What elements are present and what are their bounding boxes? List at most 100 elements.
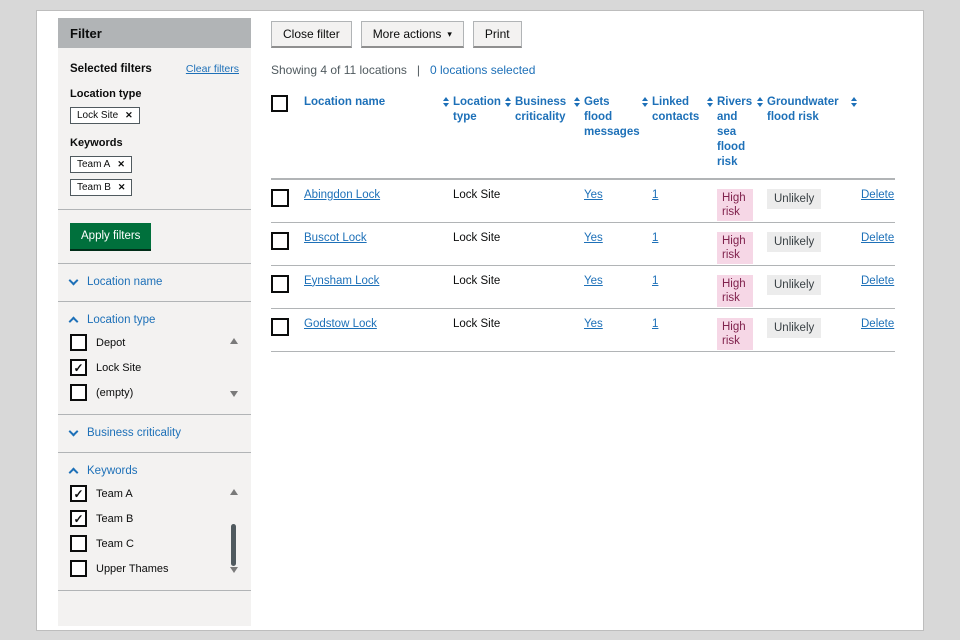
location-name-link[interactable]: Eynsham Lock xyxy=(304,274,380,287)
location-name-link[interactable]: Buscot Lock xyxy=(304,231,367,244)
linked-contacts-link[interactable]: 1 xyxy=(652,231,659,244)
filter-tag[interactable]: Team B ✕ xyxy=(70,179,133,196)
delete-column-header xyxy=(861,95,895,170)
row-checkbox[interactable] xyxy=(271,317,289,336)
filter-option[interactable]: ✓ Team A xyxy=(70,485,223,502)
clear-filters-link[interactable]: Clear filters xyxy=(185,63,239,75)
filter-section-toggle[interactable]: Location name xyxy=(68,275,239,288)
scrollbar[interactable] xyxy=(228,489,239,573)
apply-filters-button[interactable]: Apply filters xyxy=(70,223,152,249)
scrollbar[interactable] xyxy=(228,338,239,397)
option-label: Depot xyxy=(96,336,126,349)
divider xyxy=(58,452,251,453)
filter-section-toggle[interactable]: Location type xyxy=(68,314,239,327)
row-checkbox[interactable] xyxy=(271,231,289,250)
sort-icon[interactable] xyxy=(443,97,449,107)
checkbox[interactable]: ✓ xyxy=(70,359,87,376)
close-filter-button[interactable]: Close filter xyxy=(271,21,352,48)
checkbox[interactable] xyxy=(70,384,87,401)
gets-flood-messages-link[interactable]: Yes xyxy=(584,274,603,287)
remove-icon[interactable]: ✕ xyxy=(117,182,126,192)
selected-filter-group: Keywords Team A ✕ Team B ✕ xyxy=(70,137,239,196)
scroll-up-icon[interactable] xyxy=(229,489,238,495)
checkbox[interactable]: ✓ xyxy=(70,485,87,502)
filter-option[interactable]: ✓ Lock Site xyxy=(70,359,223,376)
sort-icon[interactable] xyxy=(851,97,857,107)
section-options: ✓ Team A ✓ Team B Team C Upper Thames xyxy=(70,485,239,577)
linked-contacts-link[interactable]: 1 xyxy=(652,188,659,201)
sort-icon[interactable] xyxy=(757,97,763,107)
remove-icon[interactable]: ✕ xyxy=(125,110,133,120)
column-header[interactable]: Groundwater flood risk xyxy=(767,95,861,170)
filter-tag[interactable]: Lock Site ✕ xyxy=(70,107,140,124)
divider xyxy=(58,263,251,264)
table-row: Buscot Lock Lock Site Yes 1 High risk Un… xyxy=(271,223,895,266)
scroll-down-icon[interactable] xyxy=(229,391,238,397)
column-header[interactable]: Business criticality xyxy=(515,95,584,170)
column-header-label: Business criticality xyxy=(515,96,567,123)
gets-flood-messages-link[interactable]: Yes xyxy=(584,188,603,201)
location-name-link[interactable]: Abingdon Lock xyxy=(304,188,381,201)
locations-table: Location name Location type Business cri… xyxy=(271,95,895,352)
column-header[interactable]: Linked contacts xyxy=(652,95,717,170)
filter-tag[interactable]: Team A ✕ xyxy=(70,156,132,173)
print-button[interactable]: Print xyxy=(472,21,522,48)
sort-icon[interactable] xyxy=(642,97,648,107)
groundwater-flood-risk-tag: Unlikely xyxy=(767,231,822,253)
option-label: Upper Thames xyxy=(96,562,169,575)
locations-selected-link[interactable]: 0 locations selected xyxy=(430,63,536,77)
gets-flood-messages-link[interactable]: Yes xyxy=(584,231,603,244)
remove-icon[interactable]: ✕ xyxy=(117,159,125,169)
delete-link[interactable]: Delete xyxy=(861,274,895,287)
groundwater-flood-risk-tag: Unlikely xyxy=(767,317,822,339)
delete-link[interactable]: Delete xyxy=(861,231,895,244)
column-header[interactable]: Gets flood messages xyxy=(584,95,652,170)
scrollbar-thumb[interactable] xyxy=(231,524,236,567)
scroll-up-icon[interactable] xyxy=(229,338,238,344)
filter-panel-header: Filter xyxy=(58,18,251,48)
linked-contacts-link[interactable]: 1 xyxy=(652,317,659,330)
column-header-label: Location type xyxy=(453,96,501,123)
section-label: Location type xyxy=(87,314,156,326)
delete-link[interactable]: Delete xyxy=(861,317,895,330)
column-header[interactable]: Location name xyxy=(304,95,453,170)
sort-icon[interactable] xyxy=(574,97,580,107)
gets-flood-messages-link[interactable]: Yes xyxy=(584,317,603,330)
filter-section-toggle[interactable]: Keywords xyxy=(68,465,239,478)
filter-option[interactable]: ✓ Team B xyxy=(70,510,223,527)
row-checkbox[interactable] xyxy=(271,188,289,207)
chevron-icon xyxy=(68,316,79,327)
column-header[interactable]: Location type xyxy=(453,95,515,170)
filter-option[interactable]: Depot xyxy=(70,334,223,351)
tag-label: Lock Site xyxy=(77,110,119,121)
location-type-cell: Lock Site xyxy=(453,317,501,330)
filter-option[interactable]: (empty) xyxy=(70,384,223,401)
filter-option[interactable]: Upper Thames xyxy=(70,560,223,577)
sort-icon[interactable] xyxy=(707,97,713,107)
close-filter-label: Close filter xyxy=(283,27,340,41)
checkbox[interactable]: ✓ xyxy=(70,510,87,527)
filter-section-toggle[interactable]: Business criticality xyxy=(68,426,239,439)
status-divider: | xyxy=(416,63,420,77)
divider xyxy=(58,209,251,210)
tag-label: Team B xyxy=(77,182,111,193)
scroll-down-icon[interactable] xyxy=(229,567,238,573)
linked-contacts-link[interactable]: 1 xyxy=(652,274,659,287)
checkbox[interactable] xyxy=(70,560,87,577)
table-row: Godstow Lock Lock Site Yes 1 High risk U… xyxy=(271,309,895,352)
checkbox[interactable] xyxy=(70,535,87,552)
column-header[interactable]: Rivers and sea flood risk xyxy=(717,95,767,170)
more-actions-button[interactable]: More actions ▾ xyxy=(360,21,464,48)
row-checkbox[interactable] xyxy=(271,274,289,293)
sort-icon[interactable] xyxy=(505,97,511,107)
location-name-link[interactable]: Godstow Lock xyxy=(304,317,377,330)
location-type-cell: Lock Site xyxy=(453,274,501,287)
divider xyxy=(58,590,251,591)
rivers-sea-flood-risk-tag: High risk xyxy=(717,274,753,308)
select-all-checkbox[interactable] xyxy=(271,95,288,112)
checkbox[interactable] xyxy=(70,334,87,351)
option-label: Team B xyxy=(96,512,134,525)
table-row: Abingdon Lock Lock Site Yes 1 High risk … xyxy=(271,180,895,223)
filter-option[interactable]: Team C xyxy=(70,535,223,552)
delete-link[interactable]: Delete xyxy=(861,188,895,201)
